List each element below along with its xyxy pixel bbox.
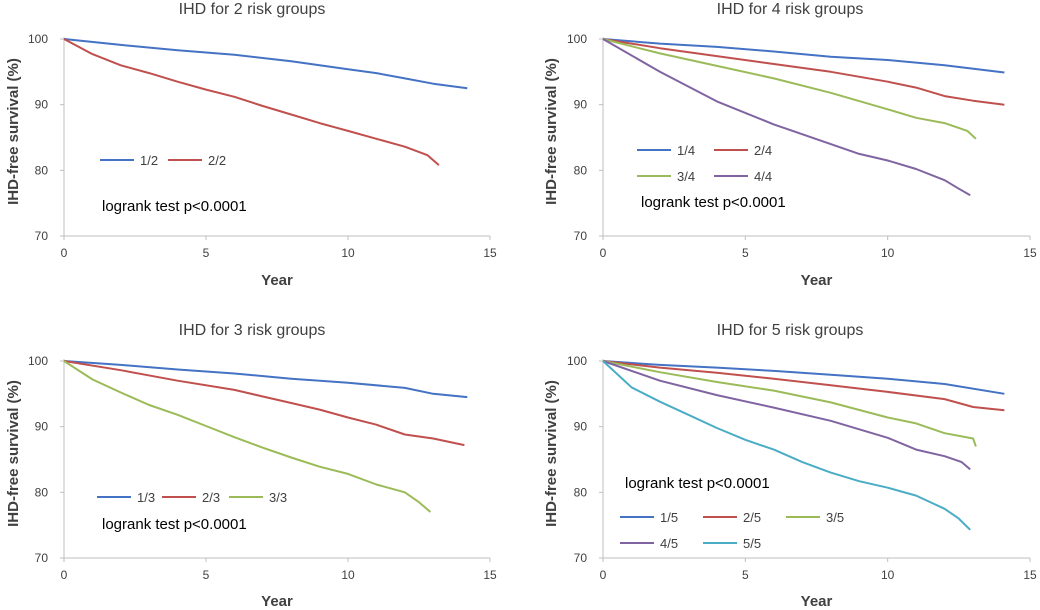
series-line-2-5	[602, 360, 1005, 412]
legend-label-2-2: 2/2	[208, 153, 226, 168]
x-tick-label: 0	[61, 568, 68, 582]
series-line-1-3	[63, 360, 468, 399]
y-tick-label: 90	[35, 98, 49, 112]
y-axis-label: IHD-free survival (%)	[543, 58, 560, 205]
series-line-3-3	[63, 360, 432, 513]
series-line-1-4	[602, 38, 1005, 74]
x-axis-label: Year	[801, 272, 833, 289]
x-tick-label: 10	[881, 568, 895, 582]
series-line-3-5	[602, 360, 977, 447]
series-line-2-4	[602, 38, 1005, 106]
y-tick-label: 80	[35, 485, 49, 499]
legend-label-2-4: 2/4	[754, 143, 772, 158]
legend-label-2-3: 2/3	[202, 490, 220, 505]
x-tick-label: 15	[483, 568, 497, 582]
chart-title: IHD for 5 risk groups	[717, 322, 864, 339]
x-tick-label: 5	[203, 568, 210, 582]
x-axis-label: Year	[261, 593, 293, 610]
y-tick-label: 100	[28, 32, 48, 46]
logrank-annotation: logrank test p<0.0001	[641, 194, 786, 211]
y-tick-label: 90	[574, 98, 588, 112]
x-tick-label: 0	[600, 246, 607, 260]
x-tick-label: 0	[61, 246, 68, 260]
x-tick-label: 15	[1023, 568, 1037, 582]
x-tick-label: 15	[1023, 246, 1037, 260]
logrank-annotation: logrank test p<0.0001	[102, 516, 247, 533]
x-tick-label: 5	[742, 568, 749, 582]
y-tick-label: 100	[567, 32, 587, 46]
y-axis-label: IHD-free survival (%)	[5, 380, 22, 527]
y-tick-label: 80	[574, 485, 588, 499]
y-tick-label: 100	[567, 354, 587, 368]
y-tick-label: 70	[574, 551, 588, 565]
legend-label-2-5: 2/5	[743, 510, 761, 525]
series-line-2-3	[63, 360, 465, 447]
y-axis-label: IHD-free survival (%)	[5, 58, 22, 205]
y-tick-label: 90	[574, 420, 588, 434]
legend-label-1-4: 1/4	[677, 143, 695, 158]
x-tick-label: 10	[341, 568, 355, 582]
chart-title: IHD for 2 risk groups	[179, 1, 326, 18]
legend-label-1-2: 1/2	[140, 153, 158, 168]
chart-panel-3: IHD for 3 risk groups 0 5 10 15 70 80 90 100 Year…	[5, 322, 497, 610]
x-tick-label: 5	[203, 246, 210, 260]
y-tick-label: 70	[35, 551, 49, 565]
y-tick-label: 70	[35, 229, 49, 243]
x-axis-label: Year	[261, 272, 293, 289]
legend-label-3-5: 3/5	[826, 510, 844, 525]
chart-panel-4: IHD for 5 risk groups 0 5 10 15 70 80 90 100 Year…	[543, 322, 1037, 610]
x-tick-label: 15	[483, 246, 497, 260]
x-tick-label: 5	[742, 246, 749, 260]
legend-label-4-4: 4/4	[754, 169, 772, 184]
chart-title: IHD for 4 risk groups	[717, 1, 864, 18]
chart-panel-1: IHD for 2 risk groups 0 5 10 15 70 80 90 100 Year…	[5, 1, 497, 289]
series-line-5-5	[602, 360, 971, 531]
legend-label-3-3: 3/3	[269, 490, 287, 505]
y-tick-label: 80	[574, 163, 588, 177]
series-line-4-4	[602, 38, 971, 197]
chart-title: IHD for 3 risk groups	[179, 322, 326, 339]
legend-label-1-5: 1/5	[660, 510, 678, 525]
series-line-1-5	[602, 360, 1005, 395]
logrank-annotation: logrank test p<0.0001	[102, 198, 247, 215]
logrank-annotation: logrank test p<0.0001	[625, 475, 770, 492]
series-line-1-2	[63, 38, 468, 90]
x-tick-label: 0	[600, 568, 607, 582]
x-axis-label: Year	[801, 593, 833, 610]
series-line-3-4	[602, 38, 977, 140]
chart-panel-2: IHD for 4 risk groups 0 5 10 15 70 80 90 100 Year…	[543, 1, 1037, 289]
y-axis-label: IHD-free survival (%)	[543, 380, 560, 527]
legend-label-5-5: 5/5	[743, 536, 761, 551]
y-tick-label: 90	[35, 420, 49, 434]
series-line-4-5	[602, 360, 971, 471]
legend-label-3-4: 3/4	[677, 169, 695, 184]
x-tick-label: 10	[881, 246, 895, 260]
y-tick-label: 80	[35, 163, 49, 177]
x-tick-label: 10	[341, 246, 355, 260]
series-line-2-2	[63, 38, 440, 166]
legend-label-1-3: 1/3	[137, 490, 155, 505]
y-tick-label: 100	[28, 354, 48, 368]
y-tick-label: 70	[574, 229, 588, 243]
legend-label-4-5: 4/5	[660, 536, 678, 551]
